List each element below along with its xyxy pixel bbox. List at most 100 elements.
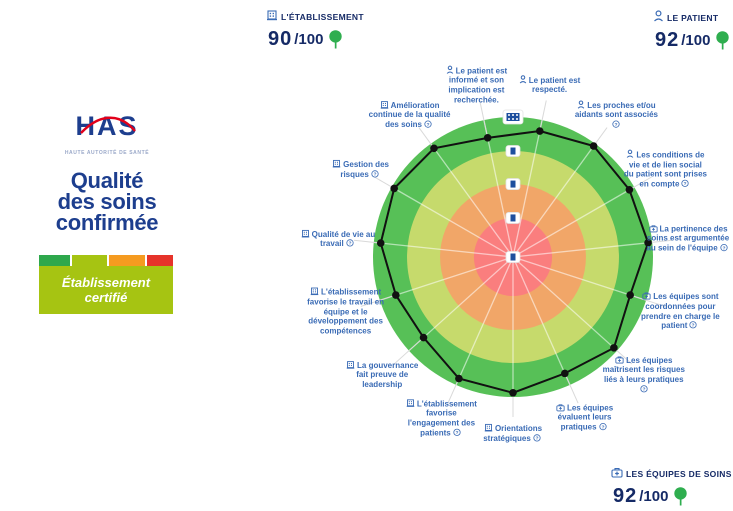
radar-axis-label-text: Les équipes sont coordonnées pour prendr… — [641, 292, 720, 330]
data-point[interactable] — [561, 369, 569, 378]
label-connector-line — [630, 294, 666, 307]
radar-spoke — [512, 241, 653, 258]
scale-marker-window-dot — [508, 114, 510, 116]
score-max: /100 — [681, 32, 711, 49]
score-patient: LE PATIENT 92 /100 — [653, 9, 730, 52]
svg-text:?: ? — [642, 386, 645, 392]
info-icon[interactable]: ? — [424, 120, 432, 128]
certificate-title-line: Qualité — [70, 168, 144, 193]
info-icon[interactable]: ? — [720, 243, 728, 251]
radar-axis-label-text: Gestion des risques — [340, 159, 389, 179]
scale-marker-window-dot — [512, 114, 514, 116]
radar-axis-label-text: L'établissement favorise l'engagement de… — [407, 399, 477, 437]
data-point[interactable] — [419, 333, 428, 342]
svg-text:?: ? — [692, 323, 695, 329]
radar-axis-label: Les équipes maîtrisent les risques liés … — [602, 356, 686, 394]
label-connector-line — [393, 337, 424, 365]
radar-chart-svg — [353, 100, 673, 417]
radar-axis-label-text: La gouvernance fait preuve de leadership — [356, 360, 419, 390]
medical-bag-icon — [556, 404, 565, 412]
radar-axis-label: Les équipes sont coordonnées pour prendr… — [638, 292, 722, 330]
person-icon — [577, 100, 585, 109]
person-icon — [627, 149, 634, 158]
level-segment-yellowgreen — [72, 255, 107, 266]
data-point[interactable] — [509, 389, 517, 397]
scale-marker-door-glyph — [510, 147, 516, 155]
label-connector-line — [539, 100, 547, 132]
info-icon[interactable]: ? — [346, 239, 354, 247]
score-max: /100 — [639, 488, 669, 505]
svg-text:?: ? — [535, 435, 538, 441]
radar-axis-label: Amélioration continue de la qualité des … — [368, 100, 452, 130]
score-equipes-de-soins: LES ÉQUIPES DE SOINS 92 /100 — [611, 465, 732, 508]
data-point[interactable] — [483, 134, 492, 142]
svg-text:?: ? — [455, 430, 458, 436]
data-point[interactable] — [610, 344, 618, 352]
data-point[interactable] — [644, 239, 652, 247]
svg-text:?: ? — [615, 122, 618, 128]
data-point[interactable] — [430, 144, 438, 153]
info-icon[interactable]: ? — [612, 120, 621, 128]
info-icon[interactable]: ? — [681, 179, 690, 187]
person-icon — [653, 9, 664, 27]
label-connector-line — [479, 100, 489, 138]
data-point[interactable] — [535, 127, 544, 135]
radar-spoke — [512, 119, 543, 258]
radar-axis-label: L'établissement favorise l'engagement de… — [399, 398, 483, 437]
info-icon[interactable]: ? — [689, 321, 698, 329]
data-point[interactable] — [376, 239, 385, 247]
data-point[interactable] — [455, 374, 463, 383]
has-logo-swoosh-icon — [80, 116, 136, 134]
svg-text:?: ? — [684, 181, 687, 187]
data-point[interactable] — [390, 184, 398, 193]
scale-marker-door-glyph — [510, 253, 516, 261]
svg-text:?: ? — [373, 171, 376, 177]
scale-marker-window-dot — [508, 118, 510, 120]
badge-label-line: certifié — [84, 290, 128, 305]
data-point[interactable] — [625, 186, 634, 194]
data-point[interactable] — [626, 291, 634, 299]
label-connector-line — [613, 347, 633, 365]
tree-icon — [715, 31, 730, 50]
radar-axis-label-text: Le patient est respecté. — [528, 75, 581, 95]
score-value: 92 — [655, 29, 680, 51]
radar-axis-label: Le patient est informé et son implicatio… — [445, 65, 507, 104]
label-connector-line — [374, 176, 395, 189]
data-point[interactable] — [392, 291, 400, 299]
radar-spoke — [373, 241, 514, 258]
building-icon — [332, 159, 341, 168]
radar-axis-label: Le patient est respecté. — [519, 75, 581, 95]
label-connector-line — [447, 378, 460, 404]
certification-level-label: Établissement certifié — [39, 266, 173, 314]
scale-marker-window-dot — [516, 114, 518, 116]
info-icon[interactable]: ? — [640, 384, 648, 392]
radar-axis-label: Orientations stratégiques? — [471, 423, 555, 443]
radar-axis-label-text: Les conditions de vie et de lien social … — [623, 150, 707, 189]
svg-text:?: ? — [601, 424, 604, 430]
building-icon — [406, 399, 415, 407]
radar-axis-label-text: Qualité de vie au travail — [311, 229, 376, 249]
score-label: LES ÉQUIPES DE SOINS — [626, 469, 732, 479]
score-label: L'ÉTABLISSEMENT — [281, 12, 364, 22]
info-icon[interactable]: ? — [371, 169, 379, 178]
info-icon[interactable]: ? — [598, 422, 607, 431]
building-icon — [346, 360, 355, 369]
level-segment-green — [39, 255, 70, 266]
radar-spoke — [483, 119, 514, 258]
radar-axis-label-text: Les équipes maîtrisent les risques liés … — [602, 355, 685, 384]
has-logo-text: HAS — [75, 111, 138, 141]
score-etablissement: L'ÉTABLISSEMENT 90 /100 — [266, 8, 364, 51]
certification-level-scale — [39, 255, 173, 266]
info-icon[interactable]: ? — [453, 428, 461, 436]
building-icon — [266, 8, 278, 26]
scale-marker-window-dot — [512, 118, 514, 120]
radar-spoke — [512, 143, 596, 258]
has-logo: HAS — [75, 111, 138, 141]
radar-spoke — [379, 256, 514, 301]
data-point[interactable] — [589, 142, 598, 150]
badge-label-line: Établissement — [61, 275, 151, 290]
label-connector-line — [353, 239, 381, 244]
info-icon[interactable]: ? — [533, 433, 541, 442]
radar-spoke — [391, 186, 514, 258]
label-connector-line — [360, 294, 396, 307]
